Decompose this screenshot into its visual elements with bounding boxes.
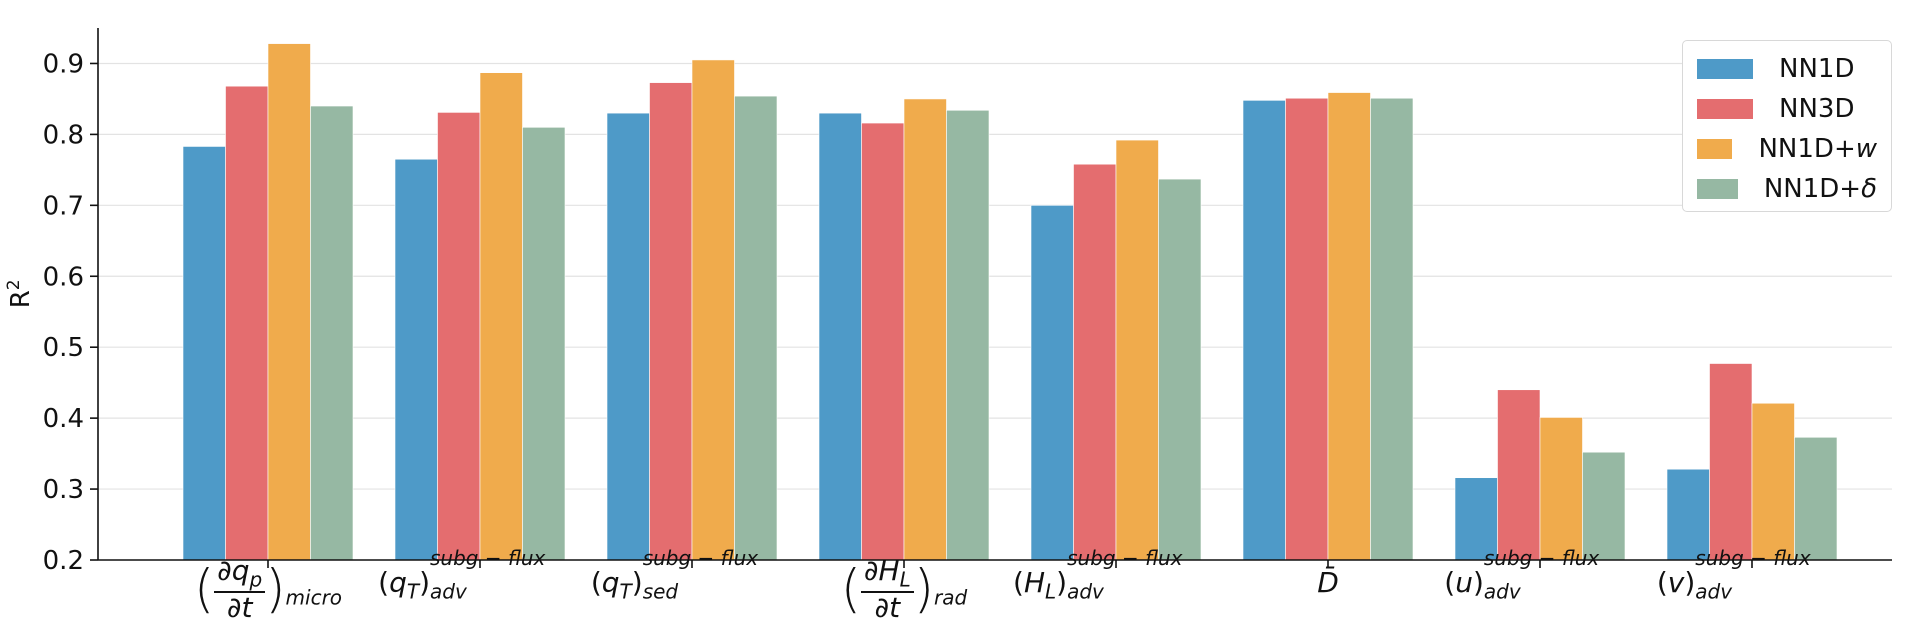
x-tick-label-u-adv: (u)subg − fluxadvsubg − flux [1444, 546, 1600, 604]
bar-nn3d-7 [1709, 363, 1753, 561]
y-tick-label: 0.6 [43, 262, 84, 292]
bar-nn3d-4 [1073, 163, 1117, 561]
bar-nn1d-3 [818, 112, 862, 561]
x-tick-label-hl-rad: (∂HL ∂t)rad [840, 554, 968, 624]
legend-item-nn1d-w: NN1D+w [1697, 129, 1877, 169]
y-tick-label: 0.9 [43, 49, 84, 79]
bar-nn1d-5 [1242, 100, 1286, 561]
legend-swatch-nn3d [1697, 99, 1753, 119]
y-tick-label: 0.5 [43, 333, 84, 363]
bar-nn1d-1 [394, 158, 438, 561]
bar-nn3d-0 [225, 85, 269, 561]
bar-nn1d--1 [522, 127, 566, 561]
bar-nn1d--6 [1582, 451, 1626, 561]
bar-nn1d-w-5 [1327, 92, 1371, 561]
y-tick-label: 0.3 [43, 475, 84, 505]
legend-item-nn1d: NN1D [1697, 49, 1877, 89]
axes [97, 28, 1892, 561]
x-tick-label-hl-adv: (HL)subg − fluxadvsubg − flux [1013, 546, 1183, 604]
bar-nn3d-1 [437, 112, 481, 561]
y-tick-label: 0.7 [43, 191, 84, 221]
bar-nn1d-w-0 [267, 43, 311, 561]
bar-nn1d--5 [1370, 97, 1414, 561]
bar-nn1d-w-6 [1539, 417, 1583, 561]
legend-label-nn1d-delta: NN1D+δ [1763, 174, 1877, 204]
bar-nn3d-2 [649, 82, 693, 561]
legend-swatch-nn1d-delta [1697, 179, 1738, 199]
y-ticks: 0.2 0.3 0.4 0.5 0.6 0.7 0.8 0.9 [43, 49, 98, 576]
bar-nn1d-w-4 [1115, 139, 1159, 561]
legend-item-nn3d: NN3D [1697, 89, 1877, 129]
legend-item-nn1d-delta: NN1D+δ [1697, 169, 1877, 209]
legend-swatch-nn1d [1697, 59, 1753, 79]
bar-nn1d--0 [310, 105, 354, 561]
x-tick-label-v-adv: (v)subg − fluxadvsubg − flux [1656, 546, 1811, 604]
y-tick-label: 0.4 [43, 404, 84, 434]
x-tick-label-micro: (∂qp ∂t)micro [193, 554, 343, 624]
bar-nn1d-w-3 [903, 98, 947, 561]
legend-swatch-nn1d-w [1697, 139, 1733, 159]
bar-nn1d--4 [1158, 178, 1202, 561]
bar-nn1d-2 [606, 112, 650, 561]
bar-nn1d--7 [1794, 436, 1838, 561]
bar-nn1d-4 [1030, 205, 1074, 561]
bar-nn1d--3 [946, 109, 990, 561]
gridlines [98, 62, 1892, 490]
bar-groups [182, 43, 1838, 568]
legend-label-nn1d-w: NN1D+w [1758, 134, 1877, 164]
x-tick-label-qt-adv: (qT)subg − fluxadvsubg − flux [378, 546, 546, 604]
x-tick-label-qt-sed: (qT)subg − fluxsedsubg − flux [590, 546, 759, 604]
bar-nn3d-5 [1285, 97, 1329, 561]
bar-nn3d-6 [1497, 389, 1541, 561]
y-tick-label: 0.8 [43, 120, 84, 150]
y-tick-label: 0.2 [43, 546, 84, 576]
legend: NN1D NN3D NN1D+w NN1D+δ [1682, 40, 1892, 212]
bar-nn3d-3 [861, 122, 905, 561]
bar-nn1d-w-7 [1751, 402, 1795, 561]
bar-nn1d--2 [734, 95, 778, 561]
bar-nn1d-6 [1454, 477, 1498, 561]
legend-label-nn3d: NN3D [1779, 94, 1855, 124]
bar-nn1d-w-1 [479, 72, 523, 561]
bar-nn1d-0 [182, 146, 226, 561]
x-tick-label-d-bar: D̄ [1317, 566, 1339, 599]
bar-nn1d-w-2 [691, 59, 735, 561]
y-axis-label: R2 [4, 279, 36, 309]
legend-label-nn1d: NN1D [1779, 54, 1855, 84]
